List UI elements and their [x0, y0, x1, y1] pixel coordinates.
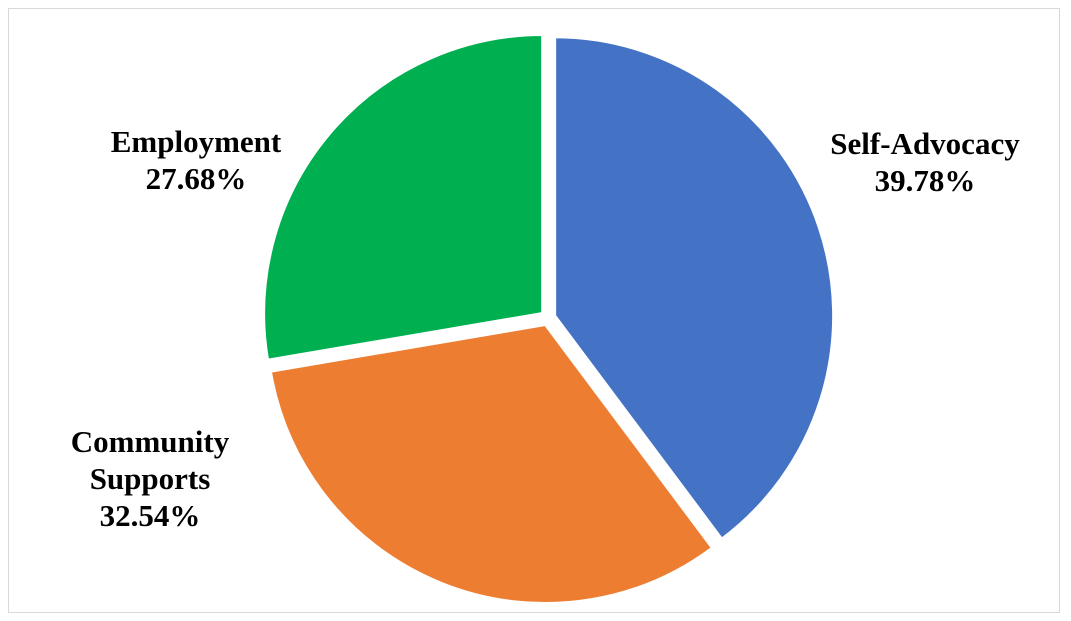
data-label-category: Supports — [90, 461, 211, 496]
pie-slice-community-supports — [268, 322, 715, 605]
data-label-value: 32.54% — [100, 498, 201, 533]
pie-slices — [262, 32, 836, 605]
pie-slice-self-advocacy — [553, 35, 836, 542]
pie-labels: Self-Advocacy 39.78% Community Supports 32.5… — [71, 124, 1020, 533]
data-label-category: Self-Advocacy — [830, 126, 1020, 161]
data-label-community-supports: Community Supports 32.54% — [71, 424, 230, 533]
pie-slice-employment — [262, 32, 545, 362]
data-label-category: Employment — [111, 124, 282, 159]
data-label-value: 27.68% — [146, 161, 247, 196]
data-label-category: Community — [71, 424, 230, 459]
data-label-employment: Employment 27.68% — [111, 124, 282, 196]
data-label-self-advocacy: Self-Advocacy 39.78% — [830, 126, 1020, 198]
data-label-value: 39.78% — [875, 163, 976, 198]
